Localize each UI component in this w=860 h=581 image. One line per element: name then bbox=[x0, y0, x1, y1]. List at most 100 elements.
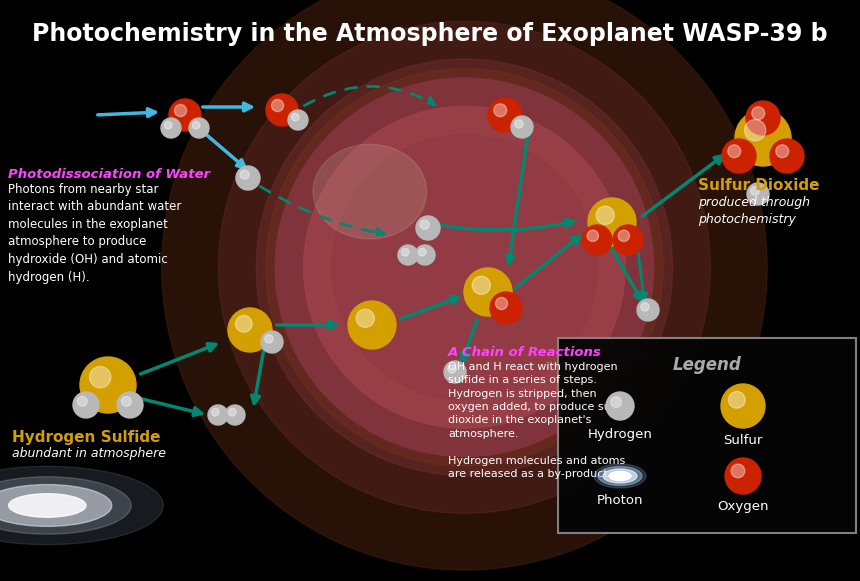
FancyArrowPatch shape bbox=[141, 399, 201, 415]
Circle shape bbox=[212, 408, 219, 416]
Circle shape bbox=[776, 145, 789, 157]
Text: Photochemistry in the Atmosphere of Exoplanet WASP-39 b: Photochemistry in the Atmosphere of Exop… bbox=[32, 22, 828, 46]
Circle shape bbox=[272, 99, 284, 112]
Circle shape bbox=[161, 118, 181, 138]
FancyArrowPatch shape bbox=[252, 346, 265, 403]
Circle shape bbox=[225, 405, 245, 425]
FancyArrowPatch shape bbox=[642, 156, 722, 216]
Circle shape bbox=[606, 392, 634, 420]
Ellipse shape bbox=[302, 153, 567, 342]
Circle shape bbox=[728, 392, 746, 408]
Circle shape bbox=[751, 187, 759, 195]
FancyArrowPatch shape bbox=[203, 103, 251, 111]
Ellipse shape bbox=[0, 476, 131, 535]
FancyArrowPatch shape bbox=[515, 236, 580, 288]
Circle shape bbox=[89, 367, 111, 388]
Circle shape bbox=[416, 216, 440, 240]
Text: Photons from nearby star
interact with abundant water
molecules in the exoplanet: Photons from nearby star interact with a… bbox=[8, 183, 181, 284]
Circle shape bbox=[728, 145, 740, 157]
Circle shape bbox=[747, 183, 769, 205]
Circle shape bbox=[618, 230, 630, 242]
Circle shape bbox=[588, 198, 636, 246]
Circle shape bbox=[515, 120, 523, 128]
Circle shape bbox=[722, 139, 756, 173]
Circle shape bbox=[511, 116, 533, 138]
Ellipse shape bbox=[313, 144, 427, 239]
Circle shape bbox=[398, 245, 418, 265]
Circle shape bbox=[419, 249, 426, 256]
Circle shape bbox=[402, 249, 409, 256]
Circle shape bbox=[420, 220, 429, 229]
Circle shape bbox=[490, 292, 522, 324]
Circle shape bbox=[121, 396, 132, 406]
Ellipse shape bbox=[594, 464, 646, 488]
Ellipse shape bbox=[0, 485, 112, 526]
Circle shape bbox=[266, 69, 663, 466]
Ellipse shape bbox=[0, 466, 163, 545]
Circle shape bbox=[613, 225, 643, 255]
Circle shape bbox=[444, 361, 466, 383]
Circle shape bbox=[641, 303, 649, 311]
Circle shape bbox=[189, 118, 209, 138]
Circle shape bbox=[218, 21, 710, 513]
Text: Hydrogen Sulfide: Hydrogen Sulfide bbox=[12, 430, 161, 445]
Circle shape bbox=[256, 59, 673, 475]
Circle shape bbox=[288, 110, 308, 130]
Circle shape bbox=[770, 139, 804, 173]
Circle shape bbox=[162, 0, 767, 570]
Circle shape bbox=[240, 170, 249, 179]
Circle shape bbox=[164, 121, 172, 129]
Text: Sulfur Dioxide: Sulfur Dioxide bbox=[698, 178, 820, 193]
FancyArrowPatch shape bbox=[98, 109, 156, 117]
Circle shape bbox=[228, 308, 272, 352]
FancyArrowPatch shape bbox=[277, 321, 336, 329]
FancyBboxPatch shape bbox=[558, 338, 856, 533]
Circle shape bbox=[464, 268, 512, 316]
FancyArrowPatch shape bbox=[261, 187, 384, 236]
Circle shape bbox=[266, 94, 298, 126]
Circle shape bbox=[77, 396, 88, 406]
FancyArrowPatch shape bbox=[440, 220, 574, 230]
Circle shape bbox=[746, 101, 780, 135]
Text: Oxygen: Oxygen bbox=[717, 500, 769, 513]
Circle shape bbox=[348, 301, 396, 349]
Text: abundant in atmosphere: abundant in atmosphere bbox=[12, 447, 166, 460]
Circle shape bbox=[193, 121, 200, 129]
Text: OH and H react with hydrogen
sulfide in a series of steps.
Hydrogen is stripped,: OH and H react with hydrogen sulfide in … bbox=[448, 362, 630, 479]
FancyArrowPatch shape bbox=[304, 87, 435, 106]
Circle shape bbox=[261, 331, 283, 353]
Circle shape bbox=[494, 104, 507, 117]
Circle shape bbox=[731, 464, 745, 478]
Circle shape bbox=[472, 276, 490, 295]
Circle shape bbox=[415, 245, 435, 265]
FancyArrowPatch shape bbox=[611, 246, 642, 300]
Text: Sulfur: Sulfur bbox=[723, 434, 763, 447]
Circle shape bbox=[735, 110, 791, 166]
Circle shape bbox=[73, 392, 99, 418]
Circle shape bbox=[229, 408, 236, 416]
Text: produced through
photochemistry: produced through photochemistry bbox=[698, 196, 810, 226]
Circle shape bbox=[745, 120, 765, 141]
Text: Photon: Photon bbox=[597, 494, 643, 507]
Ellipse shape bbox=[598, 467, 642, 486]
Circle shape bbox=[169, 99, 201, 131]
Circle shape bbox=[332, 135, 597, 400]
Circle shape bbox=[265, 335, 273, 343]
Circle shape bbox=[356, 309, 374, 328]
Circle shape bbox=[725, 458, 761, 494]
Text: A Chain of Reactions: A Chain of Reactions bbox=[448, 346, 602, 359]
Circle shape bbox=[495, 297, 507, 310]
Circle shape bbox=[721, 384, 765, 428]
Circle shape bbox=[292, 113, 299, 121]
Circle shape bbox=[752, 107, 765, 120]
FancyArrowPatch shape bbox=[636, 231, 647, 300]
Circle shape bbox=[175, 105, 187, 117]
Circle shape bbox=[236, 166, 260, 190]
FancyArrowPatch shape bbox=[197, 127, 245, 168]
Ellipse shape bbox=[9, 494, 86, 517]
Ellipse shape bbox=[603, 469, 637, 483]
Circle shape bbox=[587, 230, 599, 242]
FancyArrowPatch shape bbox=[140, 343, 216, 374]
Circle shape bbox=[488, 98, 522, 132]
FancyArrowPatch shape bbox=[401, 296, 458, 319]
